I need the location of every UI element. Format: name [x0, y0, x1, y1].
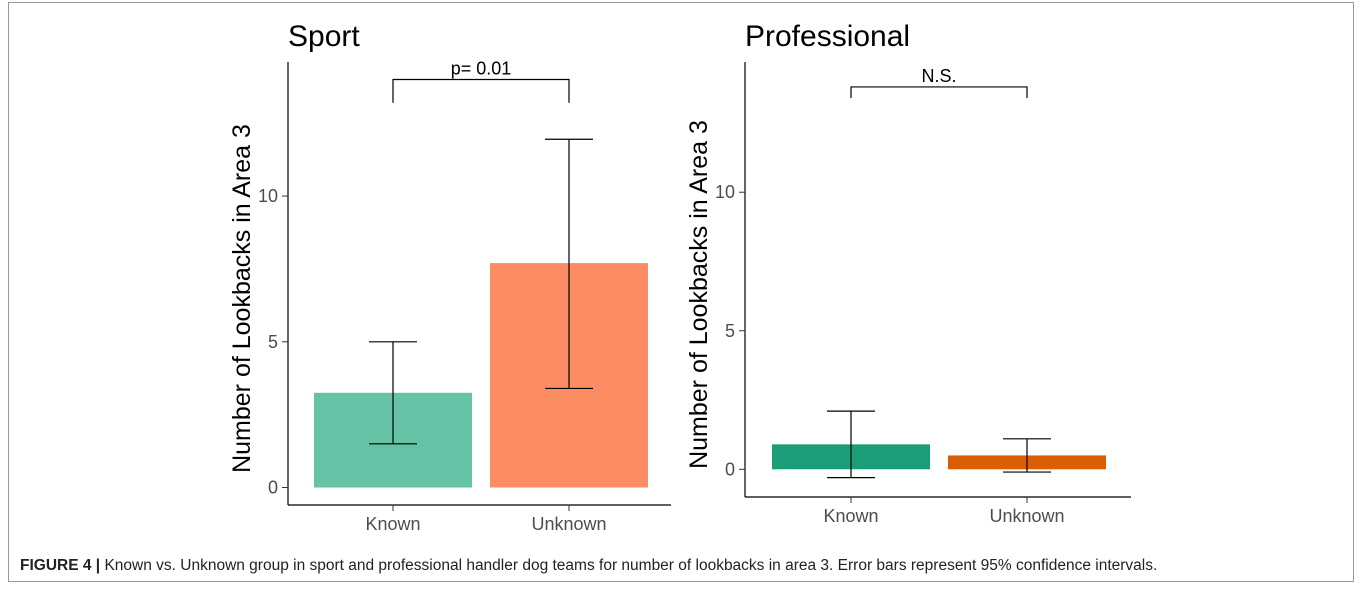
panel-title: Professional	[745, 20, 910, 53]
x-tick-label: Unknown	[531, 514, 606, 534]
y-tick-label: 10	[715, 182, 735, 202]
caption-figure-label: FIGURE 4 |	[20, 557, 101, 574]
y-axis-title: Number of Lookbacks in Area 3	[685, 120, 713, 469]
y-tick-label: 5	[268, 332, 278, 352]
y-tick-label: 10	[258, 186, 278, 206]
significance-bracket	[392, 78, 570, 103]
caption-text: Known vs. Unknown group in sport and pro…	[100, 557, 1158, 574]
x-tick-label: Known	[365, 514, 420, 534]
x-tick-label: Known	[823, 506, 878, 526]
significance-label: p= 0.01	[451, 58, 512, 78]
y-axis-title: Number of Lookbacks in Area 3	[228, 124, 256, 473]
y-tick-label: 5	[725, 321, 735, 341]
figure-frame	[8, 2, 1354, 582]
y-tick-label: 0	[268, 478, 278, 498]
figure-caption: FIGURE 4 | Known vs. Unknown group in sp…	[20, 557, 1350, 575]
x-tick-label: Unknown	[989, 506, 1064, 526]
y-tick-label: 0	[725, 459, 735, 479]
panel-title: Sport	[288, 20, 360, 53]
significance-bracket	[850, 86, 1028, 99]
significance-label: N.S.	[921, 66, 956, 86]
